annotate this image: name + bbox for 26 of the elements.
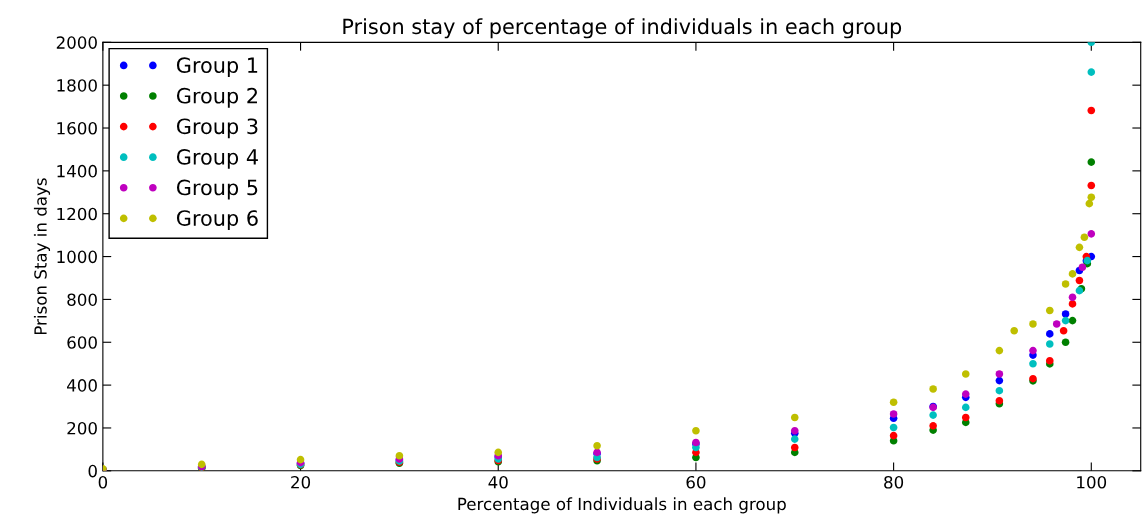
y-tick-label: 1800 — [57, 79, 97, 92]
legend-label: Group 5 — [176, 179, 258, 200]
x-tick-label: 60 — [686, 475, 706, 489]
legend-label: Group 1 — [176, 57, 258, 78]
x-tick-label: 40 — [488, 475, 508, 489]
x-tick-label: 20 — [291, 475, 311, 489]
y-tick-label: 200 — [67, 421, 97, 435]
y-tick-label: 800 — [67, 293, 97, 306]
y-tick-label: 1000 — [57, 250, 97, 264]
y-tick-label: 2000 — [56, 36, 97, 49]
legend-label: Group 3 — [176, 118, 258, 139]
y-tick-label: 600 — [67, 336, 97, 349]
x-tick-label: 100 — [1077, 475, 1107, 489]
chart-title: Prison stay of percentage of individuals in each group — [343, 18, 902, 39]
legend-label: Group 6 — [176, 210, 258, 230]
y-tick-label: 1200 — [57, 207, 97, 221]
y-tick-label: 400 — [67, 379, 97, 392]
x-tick-label: 80 — [884, 475, 904, 489]
y-axis-title: Prison Stay in days — [33, 178, 51, 335]
y-tick-label: 1600 — [57, 121, 97, 135]
x-axis-title: Percentage of Individuals in each group — [458, 497, 786, 514]
y-tick-label: 0 — [88, 464, 97, 478]
legend-label: Group 2 — [176, 87, 257, 108]
legend-label: Group 4 — [176, 149, 258, 169]
y-tick-label: 1400 — [57, 164, 97, 178]
x-tick-label: 0 — [98, 475, 108, 489]
